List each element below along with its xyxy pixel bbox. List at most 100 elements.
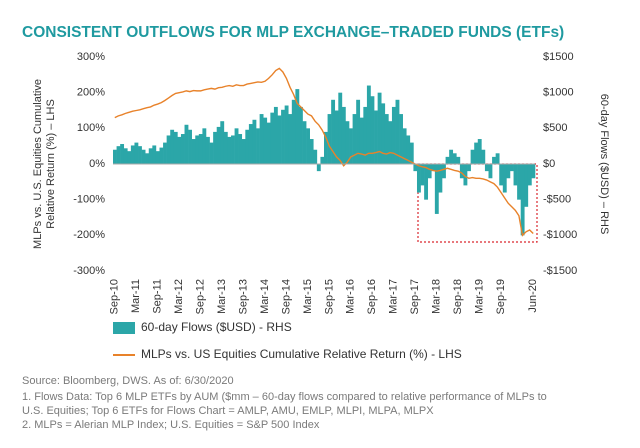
bar (316, 164, 321, 172)
bar (273, 106, 278, 164)
bar (370, 96, 375, 164)
bar (334, 110, 339, 164)
bar (445, 156, 450, 164)
bar (134, 142, 139, 164)
bar (452, 153, 457, 164)
y-tick-label: 100% (77, 122, 105, 134)
x-tick-label: Sep-17 (409, 279, 421, 314)
bar (145, 153, 150, 164)
x-tick-label: Jun-20 (527, 279, 539, 313)
y2-tick-label: -$1000 (543, 229, 577, 241)
bar (195, 135, 200, 164)
y2-tick-label: -$500 (543, 194, 571, 206)
bar (517, 164, 521, 200)
lines (114, 67, 534, 237)
bar (470, 149, 475, 164)
bar (531, 164, 536, 179)
bar (288, 114, 293, 164)
bar (427, 164, 432, 179)
bar (509, 164, 514, 172)
y-tick-label: -200% (73, 229, 105, 241)
bar (442, 164, 446, 179)
x-tick-label: Mar-18 (431, 279, 443, 314)
bar (327, 114, 332, 164)
bar (381, 103, 386, 164)
x-tick-label: Sep-10 (109, 279, 121, 314)
bar (113, 149, 117, 164)
y-tick-label: 300% (77, 51, 105, 63)
y-tick-label: 0% (89, 158, 105, 170)
bar (234, 128, 239, 164)
bar (281, 109, 285, 164)
highlight-box (417, 163, 538, 243)
bar (159, 147, 164, 164)
legend-label: MLPs vs. US Equities Cumulative Relative… (141, 347, 462, 361)
bar (163, 142, 167, 164)
x-tick-label: Mar-19 (473, 279, 485, 314)
bar (263, 117, 268, 164)
line (114, 67, 534, 237)
bar (170, 129, 175, 164)
bar (256, 128, 260, 164)
bar (259, 114, 264, 164)
bar (388, 121, 393, 164)
bar (202, 128, 207, 164)
x-tick-label: Sep-15 (323, 279, 335, 314)
bar (309, 139, 314, 164)
bar (492, 156, 496, 164)
bar (399, 114, 403, 164)
bar (324, 131, 328, 164)
bar (223, 131, 228, 164)
bar (152, 145, 157, 164)
bar (524, 164, 529, 207)
bar (313, 149, 318, 164)
bar (277, 115, 282, 164)
x-tick-label: Mar-17 (388, 279, 400, 314)
bar (459, 164, 464, 179)
y-axis-label: Relative Return (%) – LHS (45, 99, 57, 229)
bar (356, 99, 361, 164)
y-tick-label: 200% (77, 87, 105, 99)
bar (420, 164, 425, 186)
x-tick-label: Mar-15 (302, 279, 314, 314)
bar (341, 106, 346, 164)
footnote: Source: Bloomberg, DWS. As of: 6/30/2020 (22, 375, 234, 387)
bar (141, 149, 146, 164)
bar (241, 139, 246, 164)
y2-tick-label: $500 (543, 122, 567, 134)
bar (116, 146, 121, 164)
bar (363, 106, 368, 164)
y-tick-label: -100% (73, 194, 105, 206)
bar (252, 119, 257, 164)
bar (302, 121, 307, 164)
bar (349, 128, 353, 164)
bar (338, 92, 343, 164)
bar (306, 128, 310, 164)
x-tick-label: Sep-12 (195, 279, 207, 314)
y2-axis-label: 60-day Flows ($USD) – RHS (598, 94, 610, 235)
footnote: 2. MLPs = Alerian MLP Index; U.S. Equiti… (22, 419, 320, 431)
bar (270, 112, 275, 164)
bar (456, 156, 461, 164)
bar (166, 135, 171, 164)
bar (180, 134, 185, 164)
bar (231, 135, 235, 164)
bar (384, 114, 389, 164)
bar (216, 126, 221, 164)
bar (284, 105, 289, 164)
bar (499, 164, 504, 186)
bar (331, 99, 336, 164)
bar (409, 142, 414, 164)
x-tick-label: Mar-16 (345, 279, 357, 314)
bar (177, 136, 182, 164)
y-tick-label: -300% (73, 265, 105, 277)
bar (345, 121, 350, 164)
y2-tick-label: $1000 (543, 87, 574, 99)
bar (138, 146, 142, 164)
bar (477, 139, 482, 164)
bar (431, 164, 436, 172)
bar (506, 164, 511, 179)
x-tick-label: Sep-11 (152, 279, 164, 314)
chart-title: CONSISTENT OUTFLOWS FOR MLP EXCHANGE–TRA… (22, 24, 564, 41)
